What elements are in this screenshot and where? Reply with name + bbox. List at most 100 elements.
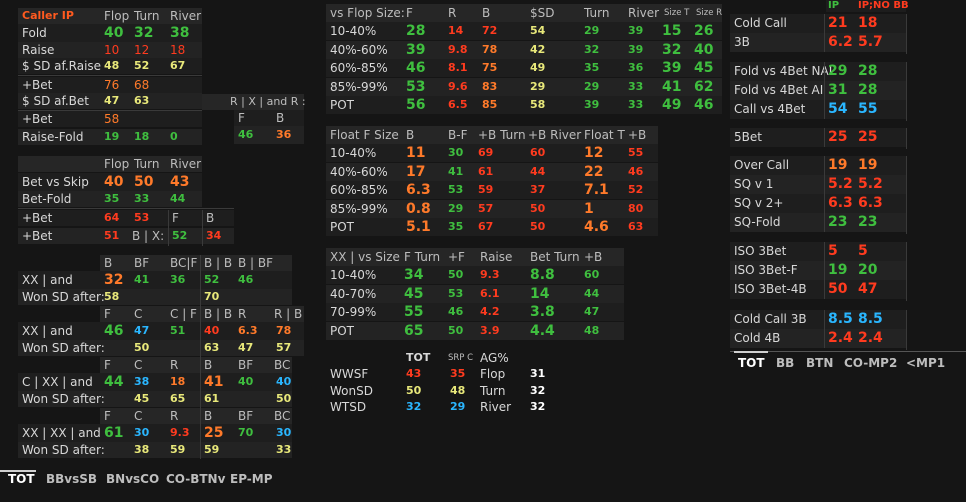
tab-co-btnv[interactable]: CO-BTNv	[166, 472, 226, 486]
stat-value: 52	[172, 229, 188, 242]
divider	[824, 81, 825, 100]
col-head: C	[134, 409, 143, 423]
col-head: +B Turn	[478, 128, 526, 142]
col-head: vs Flop Size:	[330, 6, 405, 20]
right-tab-bb[interactable]: BB	[776, 356, 795, 370]
right-tab-btn[interactable]: BTN	[806, 356, 834, 370]
active-tab-indicator	[0, 470, 36, 472]
ip-stat-row: SQ v 1 5.2 5.2	[730, 175, 906, 194]
stat-value: 44	[104, 374, 124, 390]
stat-value: 11	[406, 145, 426, 161]
stat-value: 78	[482, 42, 498, 56]
ip-stat-row: ISO 3Bet 5 5	[730, 242, 906, 261]
col-river: River	[170, 9, 202, 23]
stat-value: 29	[584, 79, 600, 93]
stat-value: 44	[170, 192, 186, 205]
stat-row-plus-bet-2: +Bet 58	[18, 111, 202, 127]
stat-value: 69	[478, 146, 494, 159]
row-label: Won SD after:	[22, 290, 105, 304]
col-river: River	[170, 157, 202, 171]
float-size-row: 85%-99% 0.8 29 57 50 1 80	[326, 199, 658, 218]
right-tab-tot[interactable]: TOT	[738, 356, 765, 370]
stat-value: 65	[404, 322, 424, 339]
stat-value: 32	[530, 383, 546, 397]
tot-summary-table: TOT SRP C AG% WWSF 43 35 Flop 31 WonSD 50 48 Tur…	[326, 350, 566, 420]
stat-value: 25	[204, 425, 224, 441]
ip-stat-row: Call vs 4Bet 54 55	[730, 100, 906, 119]
row-label: 70-99%	[330, 305, 377, 319]
xx-and-values: XX | and 46 47 51 40 6.3 78	[18, 322, 304, 340]
stat-value: 6.1	[480, 286, 500, 300]
xx-vs-size-header: XX | vs Size F Turn +F Raise Bet Turn +B	[326, 248, 624, 266]
stat-value: 49	[662, 97, 682, 113]
row-label: WonSD	[330, 383, 373, 398]
stat-value: 4.4	[530, 322, 555, 339]
stat-value: 60	[584, 268, 600, 281]
col-head: B | BF	[238, 256, 274, 270]
stat-value: 6.5	[448, 98, 468, 111]
stat-value: 57	[478, 201, 494, 215]
c-xx-and-header: F C R B BF BC	[100, 357, 292, 373]
float-f-size-table: Float F Size B B-F +B Turn +B River Floa…	[326, 126, 658, 238]
stat-row-bet-fold: Bet-Fold 35 33 44	[18, 191, 202, 207]
divider	[824, 194, 825, 213]
stat-row-bet-vs-skip: Bet vs Skip 40 50 43	[18, 173, 202, 191]
bet-vs-skip-panel: Flop Turn River Bet vs Skip 40 50 43 Bet…	[18, 156, 234, 246]
float-f-size-header: Float F Size B B-F +B Turn +B River Floa…	[326, 126, 658, 144]
right-tab-co-mp2[interactable]: CO-MP2	[844, 356, 898, 370]
xx-vs-size-table: XX | vs Size F Turn +F Raise Bet Turn +B…	[326, 248, 624, 340]
stat-value: 50	[448, 323, 464, 337]
col-head: R	[170, 409, 179, 423]
stat-value: 28	[858, 63, 878, 79]
row-label: 60%-85%	[330, 61, 388, 75]
stat-value: 50	[530, 220, 546, 233]
tab-bnvsco[interactable]: BNvsCO	[106, 472, 160, 486]
stat-value: 50	[406, 383, 422, 397]
stat-value: 35	[448, 220, 464, 233]
divider	[824, 62, 825, 81]
ip-stat-row: SQ v 2+ 6.3 6.3	[730, 194, 906, 213]
row-label: Fold vs 4Bet AI	[734, 83, 824, 97]
ip-stat-row: ISO 3Bet-F 19 20	[730, 261, 906, 280]
stat-value: 10	[104, 43, 120, 57]
divider	[824, 242, 825, 261]
flop-size-row: POT 56 6.5 85 58 39 33 49 46	[326, 96, 722, 114]
stat-row-plus-bet: +Bet 76 68	[18, 77, 202, 93]
row-label: Turn	[480, 383, 506, 398]
stat-value: 72	[482, 24, 498, 37]
rx-col-f: F	[238, 111, 245, 125]
tab-tot[interactable]: TOT	[8, 472, 35, 486]
stat-value: 42	[530, 42, 546, 56]
stat-value: 61	[478, 164, 494, 178]
right-tab-mp1[interactable]: <MP1	[906, 356, 946, 370]
stat-value: 41	[662, 78, 682, 95]
row-label: 40%-60%	[330, 42, 388, 57]
stat-value: 29	[448, 201, 464, 215]
xx-and-values: XX | and 32 41 36 52 46	[18, 271, 292, 289]
stat-value: 8.5	[858, 311, 883, 327]
col-head: B	[482, 6, 491, 20]
tab-ep-mp[interactable]: EP-MP	[230, 472, 273, 486]
stat-value: 43	[170, 174, 190, 190]
col-head: F Turn	[404, 250, 441, 264]
tab-bbvssb[interactable]: BBvsSB	[46, 472, 98, 486]
col-head: +B	[628, 128, 647, 142]
row-label: River	[480, 400, 512, 414]
stat-value: 55	[858, 101, 878, 117]
ip-stat-row: Fold vs 4Bet NAI 29 28	[730, 62, 906, 81]
float-size-row: 40%-60% 17 41 61 44 22 46	[326, 162, 658, 181]
stat-value: 63	[204, 341, 220, 354]
stat-value: 5.2	[828, 176, 853, 192]
row-label: Call vs 4Bet	[734, 102, 806, 116]
stat-value: 18	[170, 43, 186, 57]
col-head: C	[134, 358, 143, 372]
row-label: Cold Call	[734, 16, 787, 30]
stat-value: 23	[858, 214, 878, 230]
row-label: XX | and	[22, 273, 73, 287]
stat-value: 3.9	[480, 323, 500, 337]
row-label: Won SD after:	[22, 341, 105, 355]
stat-value: 14	[530, 285, 550, 302]
stat-value: 52	[134, 59, 150, 72]
col-ip-no-bb: IP;NO BB	[858, 0, 909, 11]
stat-value: 15	[662, 23, 682, 39]
